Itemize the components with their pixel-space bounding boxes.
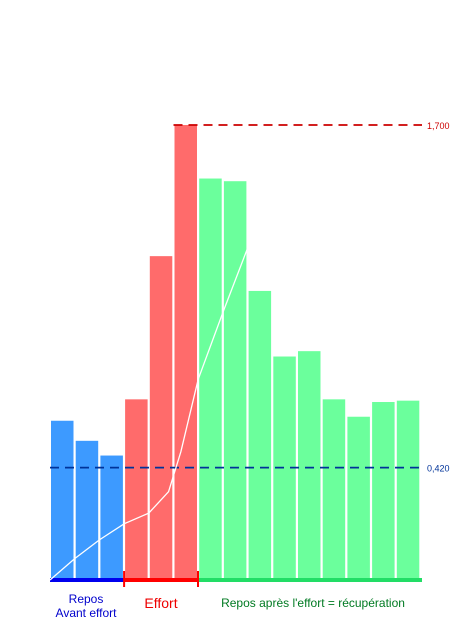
- bar-3: [100, 455, 123, 580]
- reference-line-label-2: 0,420: [427, 464, 450, 474]
- cumulative-curve: [49, 247, 249, 581]
- reference-lines-group: 1,700 0,420: [50, 121, 450, 474]
- bar-14: [372, 402, 395, 580]
- bar-9: [248, 290, 272, 580]
- bar-13: [347, 416, 370, 580]
- reference-line-label-1: 1,700: [427, 121, 450, 131]
- bar-6: [174, 125, 197, 580]
- phase-axis-group: [50, 571, 422, 587]
- phase-label-rest-line1: Repos: [68, 592, 104, 606]
- cumulative-curve-group: [49, 247, 249, 581]
- bar-1: [51, 420, 74, 580]
- bar-8: [223, 181, 247, 581]
- phase-label-recovery: Repos après l'effort = récupération: [221, 596, 405, 610]
- phase-label-rest-line2: Avant effort: [55, 606, 117, 620]
- bars-group: [51, 125, 420, 581]
- bar-2: [75, 440, 99, 580]
- bar-4: [125, 399, 148, 580]
- bar-15: [396, 400, 420, 580]
- phase-label-rest-before: Repos Avant effort: [44, 592, 128, 620]
- bar-12: [322, 399, 346, 580]
- bar-11: [298, 351, 321, 580]
- phase-label-effort: Effort: [144, 595, 178, 611]
- bar-5: [149, 256, 173, 580]
- bar-10: [273, 356, 296, 580]
- bar-7: [199, 178, 222, 580]
